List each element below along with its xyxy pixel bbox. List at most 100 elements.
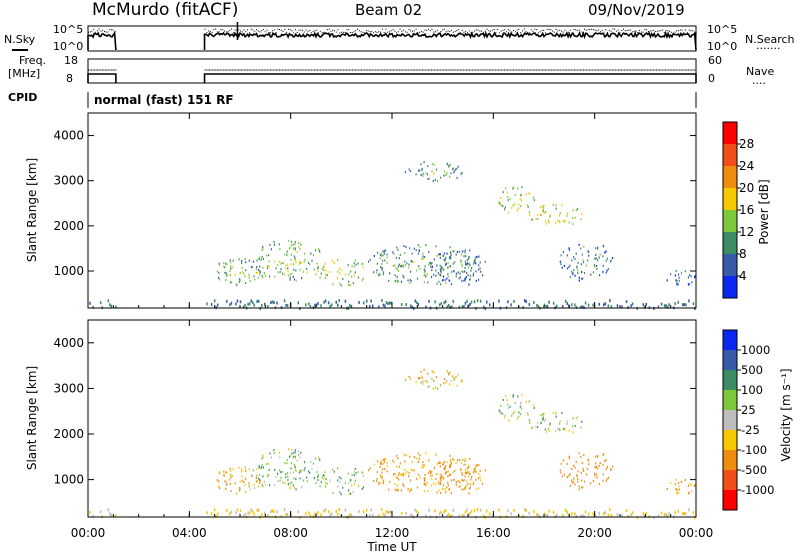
power-cell bbox=[332, 260, 334, 263]
power-cell bbox=[397, 280, 399, 283]
velocity-cell bbox=[451, 479, 453, 482]
velocity-cell bbox=[278, 469, 281, 472]
power-cell bbox=[349, 304, 351, 308]
power-cell bbox=[568, 304, 570, 308]
power-cell bbox=[294, 257, 296, 260]
power-cell bbox=[561, 266, 563, 269]
power-cell bbox=[582, 261, 585, 264]
velocity-cell bbox=[449, 371, 451, 374]
velocity-cell bbox=[241, 470, 243, 473]
power-cell bbox=[238, 258, 240, 261]
velocity-cell bbox=[286, 458, 288, 462]
velocity-cell bbox=[520, 413, 522, 416]
power-cell bbox=[568, 248, 571, 251]
power-cell bbox=[518, 207, 520, 210]
power-cell bbox=[293, 263, 295, 266]
power-cell bbox=[382, 303, 385, 307]
power-cell bbox=[258, 257, 260, 260]
velocity-cell bbox=[289, 482, 291, 485]
velocity-cell bbox=[450, 460, 452, 463]
velocity-cell bbox=[581, 420, 583, 423]
velocity-cell bbox=[405, 454, 407, 457]
velocity-cell bbox=[224, 474, 226, 477]
power-cell bbox=[518, 203, 520, 206]
velocity-cell bbox=[561, 513, 564, 517]
power-cell bbox=[376, 251, 379, 254]
power-cell bbox=[544, 220, 546, 223]
velocity-cell bbox=[307, 470, 310, 473]
velocity-cell bbox=[468, 492, 470, 495]
power-cell bbox=[428, 177, 430, 180]
power-cell bbox=[213, 299, 216, 303]
y-tick-label: 3000 bbox=[53, 174, 84, 188]
power-cell bbox=[594, 266, 596, 269]
velocity-cell bbox=[475, 478, 477, 482]
power-cell bbox=[414, 299, 417, 303]
power-cell bbox=[607, 268, 610, 271]
power-cell bbox=[433, 163, 435, 166]
power-cell bbox=[210, 302, 213, 306]
velocity-cell bbox=[663, 513, 666, 517]
velocity-cell bbox=[676, 492, 678, 495]
velocity-cell bbox=[452, 471, 454, 474]
power-cell bbox=[384, 304, 386, 308]
power-cell bbox=[287, 270, 289, 273]
power-cell bbox=[677, 283, 679, 286]
velocity-cell bbox=[482, 514, 485, 518]
velocity-cell bbox=[464, 457, 466, 460]
velocity-cell bbox=[275, 475, 277, 478]
velocity-cell bbox=[568, 457, 571, 460]
power-cell bbox=[566, 302, 569, 306]
power-cell bbox=[442, 268, 444, 271]
velocity-cell bbox=[417, 511, 420, 515]
velocity-cell bbox=[411, 461, 413, 464]
velocity-cell bbox=[285, 473, 287, 476]
power-cell bbox=[229, 281, 232, 284]
velocity-cell bbox=[464, 487, 466, 490]
velocity-cell bbox=[609, 508, 611, 512]
velocity-cell bbox=[443, 467, 445, 470]
power-cell bbox=[594, 247, 597, 250]
x-tick-label: 16:00 bbox=[476, 526, 511, 540]
velocity-cell bbox=[527, 413, 529, 416]
power-cell bbox=[455, 275, 457, 278]
power-cell bbox=[425, 305, 427, 309]
velocity-cell bbox=[244, 490, 247, 493]
power-cell bbox=[278, 260, 281, 263]
velocity-cell bbox=[435, 478, 437, 481]
power-cell bbox=[350, 304, 353, 308]
power-cell bbox=[342, 278, 344, 281]
velocity-cell bbox=[265, 483, 267, 486]
velocity-cell bbox=[457, 373, 459, 376]
power-cell bbox=[605, 271, 607, 274]
velocity-cell bbox=[333, 470, 335, 473]
velocity-cell bbox=[414, 508, 417, 512]
power-cell bbox=[262, 247, 264, 250]
velocity-cell bbox=[441, 474, 443, 477]
velocity-cell bbox=[475, 488, 477, 491]
power-cell bbox=[682, 303, 684, 307]
power-cell bbox=[440, 267, 443, 270]
velocity-cell bbox=[455, 461, 457, 464]
velocity-cell bbox=[465, 471, 467, 474]
velocity-cell bbox=[473, 468, 475, 471]
nave-legend: ···· bbox=[752, 77, 766, 90]
velocity-cell bbox=[241, 475, 243, 478]
velocity-cell bbox=[373, 463, 375, 466]
velocity-cell bbox=[446, 379, 448, 382]
velocity-cell bbox=[666, 488, 668, 491]
power-cell bbox=[606, 269, 608, 272]
velocity-cell bbox=[427, 490, 429, 493]
power-cell bbox=[223, 265, 225, 268]
power-cell bbox=[262, 276, 264, 279]
velocity-cell bbox=[353, 470, 355, 473]
velocity-cell bbox=[467, 466, 470, 469]
power-cell bbox=[417, 302, 420, 306]
power-cell bbox=[464, 278, 466, 281]
power-cell bbox=[537, 217, 539, 220]
power-cell bbox=[584, 301, 587, 305]
velocity-cell bbox=[300, 451, 302, 454]
velocity-cell bbox=[365, 508, 368, 512]
velocity-cell bbox=[532, 404, 535, 407]
